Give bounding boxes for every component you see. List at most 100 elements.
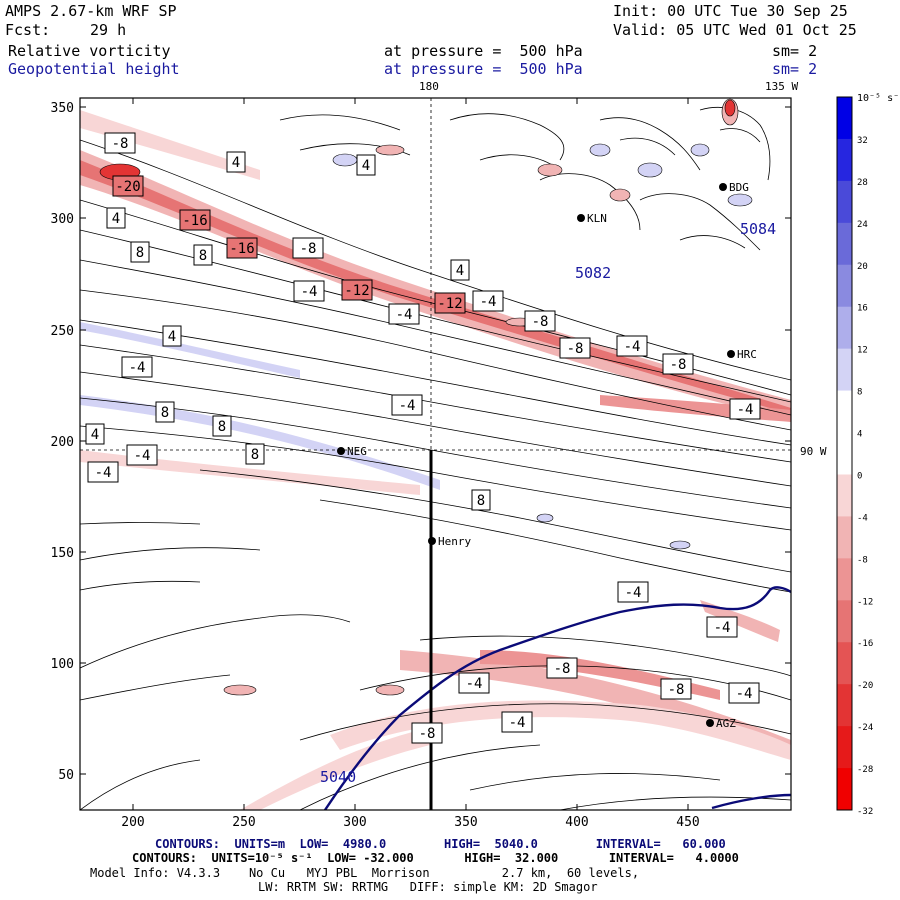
height-label-5082: 5082 <box>575 264 611 282</box>
x-tick-label: 250 <box>232 815 255 830</box>
colorbar-label: 24 <box>857 220 868 230</box>
field2-level: at pressure = 500 hPa <box>384 60 583 78</box>
svg-text:4: 4 <box>362 158 370 174</box>
svg-text:HRC: HRC <box>737 348 757 361</box>
colorbar-swatch <box>837 768 852 811</box>
contour-label: 4 <box>162 325 182 347</box>
svg-text:-8: -8 <box>112 136 129 152</box>
colorbar-swatch <box>837 138 852 182</box>
forecast-label: Fcst: <box>5 21 51 39</box>
longitude-90w-label: 90 W <box>800 445 827 458</box>
colorbar-swatch <box>837 180 852 224</box>
svg-text:-12: -12 <box>344 283 369 299</box>
svg-text:-4: -4 <box>95 465 112 481</box>
colorbar-swatch <box>837 642 852 685</box>
x-axis: 200 250 300 350 400 450 <box>121 98 700 830</box>
contour-label: -4 <box>121 356 153 378</box>
colorbar-label: -28 <box>857 765 873 775</box>
svg-text:-4: -4 <box>466 676 483 692</box>
svg-text:8: 8 <box>218 419 226 435</box>
height-label-5040: 5040 <box>320 768 356 786</box>
contour-label: -16 <box>226 237 258 259</box>
svg-text:4: 4 <box>168 329 176 345</box>
contour-label: -8 <box>559 337 591 359</box>
contour-label: -4 <box>391 394 423 416</box>
contour-label: -4 <box>729 398 761 420</box>
footer-model-info: Model Info: V4.3.3 No Cu MYJ PBL Morriso… <box>90 866 640 880</box>
contour-labels: -8 -20 -16 -16 -12 -12 -8 -8 -8 -8 -4 -4 -4 -4 -4 -4 -4 -… <box>85 132 761 744</box>
colorbar-swatch <box>837 558 852 601</box>
contour-label: -4 <box>706 616 738 638</box>
field1-level: at pressure = 500 hPa <box>384 42 583 60</box>
colorbar-swatch <box>837 306 852 350</box>
vorticity-field <box>80 98 791 810</box>
longitude-180-label: 180 <box>419 80 439 93</box>
y-tick-label: 250 <box>51 324 74 339</box>
contour-label: 8 <box>471 489 491 511</box>
colorbar-label: -12 <box>857 597 873 607</box>
colorbar-label: -8 <box>857 555 868 565</box>
contour-label: -4 <box>126 444 158 466</box>
contour-label: -8 <box>411 722 443 744</box>
svg-text:8: 8 <box>136 245 144 261</box>
svg-text:8: 8 <box>251 447 259 463</box>
svg-text:-4: -4 <box>396 307 413 323</box>
colorbar-swatch <box>837 390 852 434</box>
svg-text:-4: -4 <box>480 294 497 310</box>
contour-label: -8 <box>104 132 136 154</box>
svg-text:KLN: KLN <box>587 212 607 225</box>
svg-text:-4: -4 <box>399 398 416 414</box>
station-kln: KLN <box>577 212 607 225</box>
contour-label: -12 <box>341 279 373 301</box>
init-time: Init: 00 UTC Tue 30 Sep 25 <box>613 2 848 20</box>
longitude-135w-label: 135 W <box>765 80 799 93</box>
contour-label: -8 <box>660 678 692 700</box>
contour-label: 8 <box>212 415 232 437</box>
colorbar-label: -20 <box>857 681 873 691</box>
colorbar-label: -16 <box>857 639 873 649</box>
svg-text:-4: -4 <box>625 585 642 601</box>
forecast-hours: 29 h <box>90 21 127 39</box>
y-axis: 350 300 250 200 150 100 50 <box>51 101 791 783</box>
station-agz: AGZ <box>706 717 736 730</box>
field2-smoothing: sm= 2 <box>772 60 818 78</box>
contour-label: 8 <box>193 244 213 266</box>
svg-text:-4: -4 <box>509 715 526 731</box>
colorbar-swatch <box>837 516 852 559</box>
x-tick-label: 200 <box>121 815 144 830</box>
contour-label: -12 <box>434 292 466 314</box>
colorbar-swatch <box>837 600 852 643</box>
contour-label: -4 <box>293 280 325 302</box>
svg-text:-20: -20 <box>115 179 140 195</box>
contour-label: -8 <box>662 353 694 375</box>
contour-label: 4 <box>226 151 246 173</box>
svg-text:-8: -8 <box>567 341 584 357</box>
colorbar-label: 28 <box>857 178 868 188</box>
svg-text:-4: -4 <box>129 360 146 376</box>
svg-text:BDG: BDG <box>729 181 749 194</box>
contour-label: -4 <box>728 682 760 704</box>
colorbar-swatch <box>837 684 852 727</box>
contour-label: -4 <box>501 711 533 733</box>
y-tick-label: 100 <box>51 657 74 672</box>
svg-text:4: 4 <box>91 427 99 443</box>
contour-label: 8 <box>245 443 265 465</box>
svg-text:-4: -4 <box>134 448 151 464</box>
model-title: AMPS 2.67-km WRF SP <box>5 2 177 20</box>
contour-label: 4 <box>356 154 376 176</box>
contour-label: 8 <box>155 401 175 423</box>
colorbar-label: 12 <box>857 346 868 356</box>
y-tick-label: 150 <box>51 546 74 561</box>
contour-label: -16 <box>179 209 211 231</box>
y-tick-label: 300 <box>51 212 74 227</box>
svg-text:-16: -16 <box>229 241 254 257</box>
colorbar-label: 0 <box>857 471 862 481</box>
x-tick-label: 350 <box>454 815 477 830</box>
colorbar-label: -32 <box>857 807 873 817</box>
svg-text:-16: -16 <box>182 213 207 229</box>
svg-text:NEG: NEG <box>347 445 367 458</box>
colorbar-swatch <box>837 726 852 769</box>
contour-label: -4 <box>87 461 119 483</box>
svg-text:-4: -4 <box>714 620 731 636</box>
colorbar-swatch <box>837 264 852 308</box>
